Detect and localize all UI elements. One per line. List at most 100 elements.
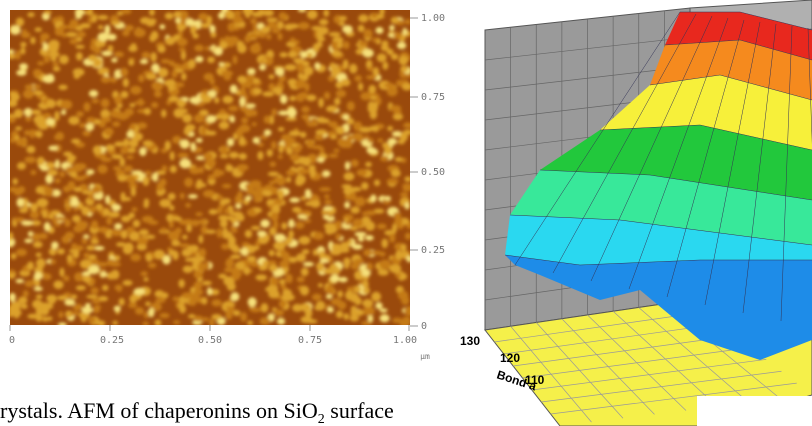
x-tick-label: 1.00 [393,335,417,346]
grain [278,110,290,116]
grain [397,139,406,145]
grain [372,37,378,43]
grain [182,113,193,123]
grain [134,307,145,315]
grain [161,71,169,77]
grain [230,292,240,302]
grain [271,28,280,34]
grain [294,221,305,229]
grain [284,237,293,244]
grain [379,251,386,257]
grain [285,273,293,284]
grain [406,255,410,263]
grain [245,103,256,109]
grain [167,230,180,241]
grain [219,219,228,228]
grain [115,242,126,247]
grain [354,231,367,237]
grain [350,186,362,192]
grain [130,253,141,262]
grain [179,192,185,200]
mesh-line [514,11,681,266]
grain [298,91,309,100]
grain [198,234,204,244]
grain [265,286,277,293]
grain [21,220,34,226]
grain [358,41,369,47]
grain [335,233,342,240]
grain [223,208,230,214]
grain [97,164,108,174]
grain [195,55,204,63]
grain [179,108,188,114]
grain [390,169,401,178]
grain [81,237,88,245]
grain [124,24,135,32]
grain [301,249,310,255]
grain [184,177,194,188]
grain [190,142,196,152]
grain [33,90,43,96]
grain [10,269,15,274]
grain [239,166,245,174]
grain [219,154,229,159]
grain [24,84,35,90]
grain [70,196,80,207]
grain [142,140,154,147]
grain [402,129,410,135]
grain [227,36,239,44]
grain [363,29,373,39]
floor-grid-line [522,347,752,379]
grain [100,98,110,108]
grain [168,249,177,257]
grain [108,211,120,218]
grain [300,50,308,59]
grain [268,249,275,257]
grain [172,296,180,302]
grain [235,127,244,137]
grain [189,167,199,174]
grain [152,172,159,182]
grain [302,261,314,267]
grain [327,306,334,313]
grain [79,123,88,128]
grain [55,216,67,221]
grain [57,322,67,325]
grain [365,161,372,168]
grain [148,18,157,24]
grain [194,44,204,52]
grain [237,43,247,54]
grain [222,95,234,104]
grain [91,298,101,304]
grain [210,31,217,38]
grain [167,192,176,201]
mesh-line [807,27,812,145]
grain [394,269,400,274]
grain [373,208,385,214]
grain [338,15,348,21]
grain [287,107,297,118]
grain [404,176,410,182]
grain [72,215,81,223]
grain [365,235,374,241]
grain [356,169,367,177]
grain [289,197,300,203]
grain [327,121,338,128]
grain [47,51,60,58]
grain [266,199,275,205]
grain [172,88,180,95]
grain [300,316,313,324]
grain [361,321,372,325]
grain [40,33,50,41]
grain [347,239,353,245]
grain [97,67,110,76]
grain [139,147,147,156]
grain [309,168,316,178]
grain [342,41,350,50]
grain [49,259,57,265]
grain [404,232,410,240]
grain [271,108,278,116]
grain [10,253,17,260]
grain [31,233,41,241]
grain [230,225,237,231]
